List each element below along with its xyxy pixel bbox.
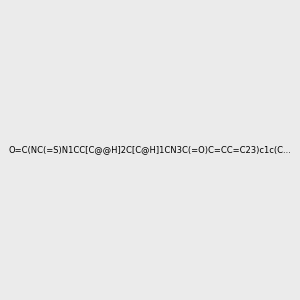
Text: O=C(NC(=S)N1CC[C@@H]2C[C@H]1CN3C(=O)C=CC=C23)c1c(C...: O=C(NC(=S)N1CC[C@@H]2C[C@H]1CN3C(=O)C=CC…	[9, 146, 291, 154]
